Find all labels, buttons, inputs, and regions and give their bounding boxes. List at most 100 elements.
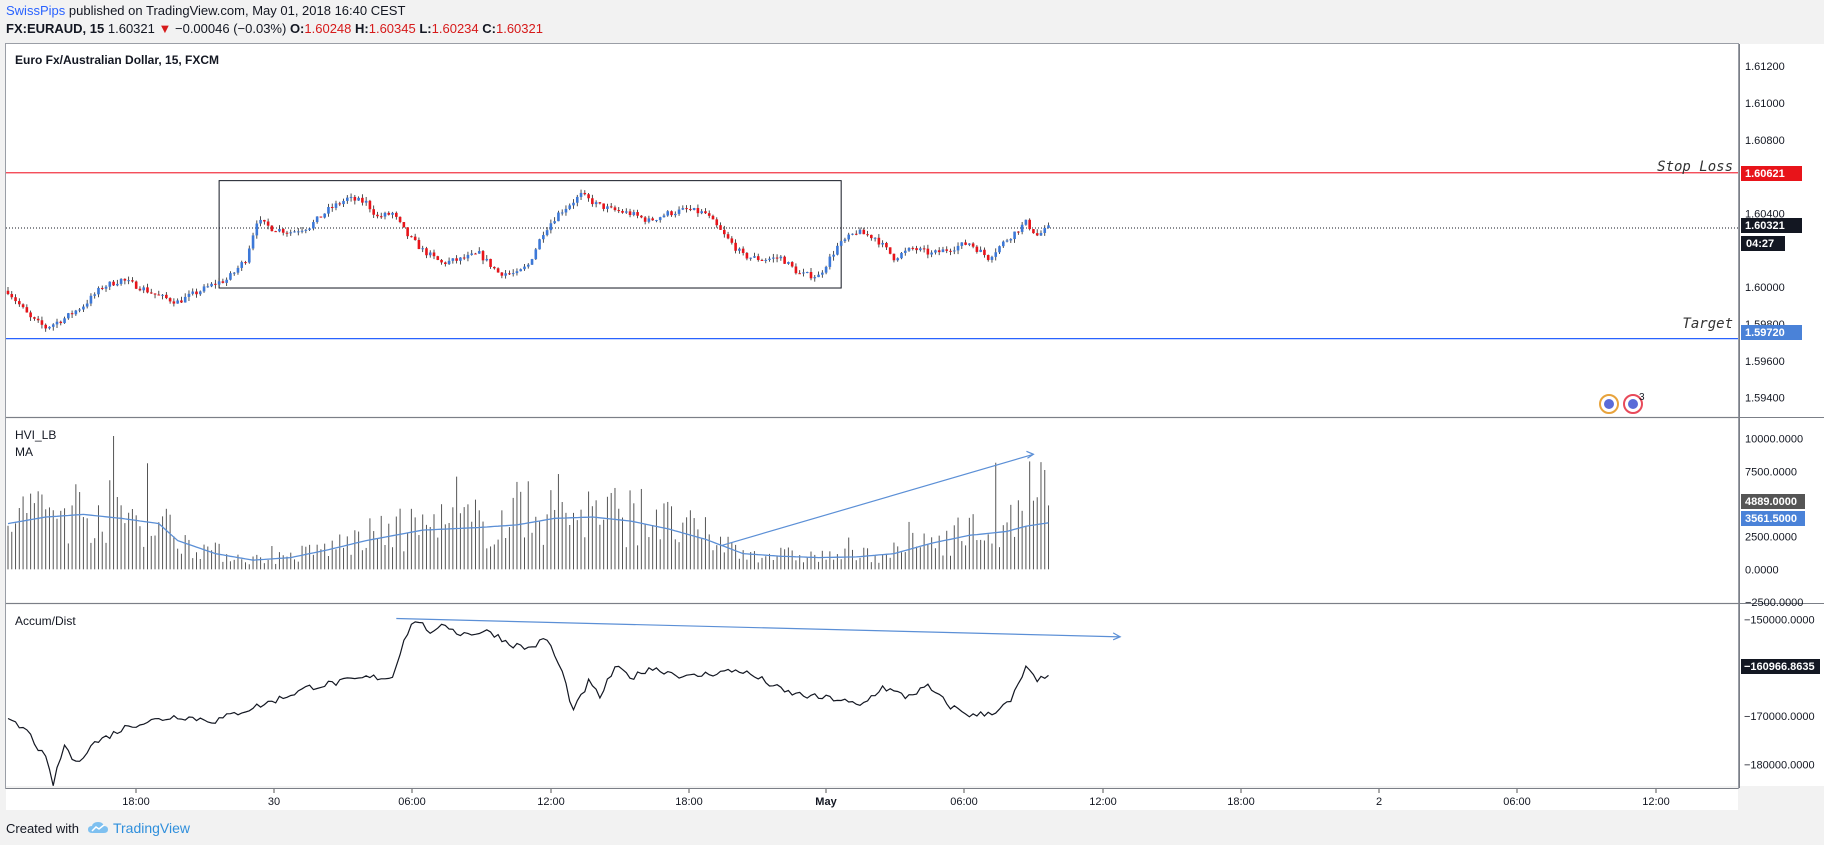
candle-down xyxy=(425,248,428,256)
candle-down xyxy=(387,212,391,215)
ad-tick: −150000.0000 xyxy=(1744,614,1815,626)
candle-up xyxy=(327,207,330,214)
candle-down xyxy=(892,253,896,261)
symbol-label[interactable]: FX:EURAUD, 15 xyxy=(6,21,105,36)
candle-up xyxy=(470,253,474,255)
alert-clock-icon[interactable] xyxy=(1623,394,1643,414)
stop-loss-price-badge xyxy=(1741,166,1802,181)
candle-up xyxy=(805,272,809,274)
close-value: 1.60321 xyxy=(495,21,543,36)
candle-up xyxy=(655,220,658,222)
candle-up xyxy=(998,246,1001,253)
ma-label: MA xyxy=(15,445,33,459)
candle-down xyxy=(481,251,485,261)
candle-down xyxy=(613,207,617,211)
candle-up xyxy=(549,223,553,231)
candle-down xyxy=(21,304,25,308)
candle-down xyxy=(640,215,643,218)
candle-down xyxy=(775,257,779,259)
candle-down xyxy=(6,290,10,294)
countdown-badge xyxy=(1741,236,1785,251)
candle-up xyxy=(941,249,945,253)
candle-down xyxy=(617,210,621,212)
candle-down xyxy=(131,280,134,282)
time-tick: May xyxy=(815,796,837,808)
candle-up xyxy=(78,309,81,311)
hvi-tick: 7500.0000 xyxy=(1745,466,1797,478)
candle-down xyxy=(146,287,149,293)
candle-down xyxy=(157,294,161,296)
candle-up xyxy=(108,281,112,287)
candle-up xyxy=(557,212,560,222)
hvi-tick: −2500.0000 xyxy=(1745,597,1803,609)
hvi-arrow-head xyxy=(1026,450,1035,459)
candle-down xyxy=(149,292,153,294)
candle-up xyxy=(990,256,994,260)
candle-down xyxy=(719,225,722,230)
candle-down xyxy=(338,203,342,205)
time-tick: 18:00 xyxy=(1227,796,1255,808)
candle-up xyxy=(919,248,922,251)
candle-up xyxy=(225,279,228,283)
candle-down xyxy=(406,227,409,237)
candle-up xyxy=(89,295,93,304)
candle-down xyxy=(926,248,930,255)
candle-down xyxy=(100,287,104,289)
stop-loss-label[interactable]: Stop Loss xyxy=(1657,159,1733,175)
candle-down xyxy=(598,202,602,204)
volume-value-badge xyxy=(1741,494,1805,509)
candle-down xyxy=(40,320,44,325)
candle-down xyxy=(877,237,881,245)
candle-up xyxy=(896,258,900,261)
candle-down xyxy=(112,281,115,286)
hvi-title: HVI_LB xyxy=(15,428,56,442)
candle-up xyxy=(1005,240,1009,242)
candle-down xyxy=(711,215,715,220)
candle-up xyxy=(259,219,262,224)
candle-up xyxy=(632,212,636,216)
candle-up xyxy=(930,252,933,255)
candle-up xyxy=(240,262,244,268)
candle-up xyxy=(1001,241,1005,247)
price-change: −0.00046 (−0.03%) xyxy=(175,21,287,36)
candle-up xyxy=(466,254,470,259)
hvi-pane[interactable] xyxy=(6,419,1738,602)
main-pane[interactable] xyxy=(6,44,1738,416)
candle-up xyxy=(832,254,835,257)
candle-up xyxy=(952,250,956,252)
candle-down xyxy=(372,209,375,215)
price-axis[interactable] xyxy=(1740,44,1824,786)
candle-up xyxy=(187,293,191,297)
candle-up xyxy=(421,248,424,250)
candle-up xyxy=(545,230,549,236)
price-tick: 1.60800 xyxy=(1745,135,1785,147)
candle-up xyxy=(681,208,685,210)
candle-down xyxy=(395,212,398,217)
candle-up xyxy=(342,200,345,205)
globe-icon[interactable] xyxy=(1599,394,1619,414)
candle-down xyxy=(745,252,749,259)
candle-down xyxy=(670,211,673,216)
time-axis[interactable] xyxy=(6,788,1738,810)
candle-down xyxy=(760,259,764,261)
candle-down xyxy=(636,212,639,216)
author-link[interactable]: SwissPips xyxy=(6,3,66,18)
target-label[interactable]: Target xyxy=(1682,316,1733,332)
candle-down xyxy=(964,242,967,245)
time-tick: 12:00 xyxy=(1089,796,1117,808)
candle-up xyxy=(202,286,206,292)
candle-down xyxy=(1035,233,1039,236)
candle-down xyxy=(854,233,858,235)
candle-down xyxy=(413,236,417,241)
hvi-tick: 10000.0000 xyxy=(1745,434,1803,446)
candle-up xyxy=(504,273,507,276)
target-price: 1.59720 xyxy=(1745,327,1785,339)
price-tick: 1.61200 xyxy=(1745,61,1785,73)
candle-down xyxy=(398,216,402,223)
candle-up xyxy=(802,272,805,274)
time-tick: 12:00 xyxy=(537,796,565,808)
tradingview-logo[interactable]: TradingView xyxy=(87,820,190,836)
candle-up xyxy=(127,280,130,282)
volume-value: 4889.0000 xyxy=(1745,496,1797,508)
